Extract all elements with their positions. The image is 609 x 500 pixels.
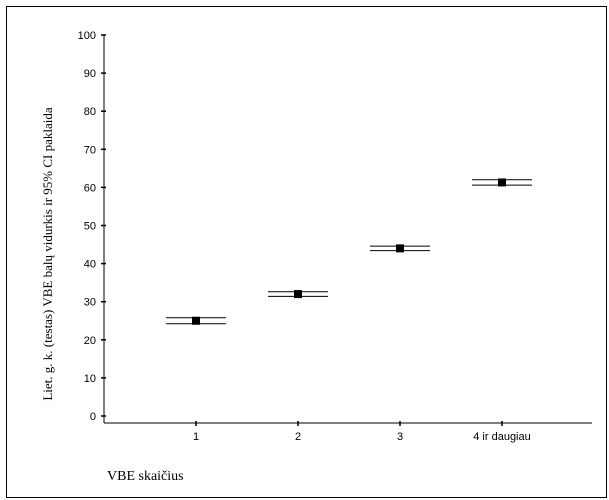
y-axis-label: Liet. g. k. (testas) VBE balų vidurkis i…	[40, 107, 55, 401]
data-point	[294, 290, 302, 299]
y-tick-label: 70	[84, 144, 96, 156]
x-tick-label: 1	[193, 431, 199, 443]
y-tick-label: 80	[84, 106, 96, 118]
data-point	[396, 244, 404, 253]
y-ticks: 0 10 20 30 40 50 60 70 80 90 100	[78, 30, 106, 423]
x-tick-label: 2	[295, 431, 301, 443]
data-point	[192, 316, 200, 325]
x-axis-label: VBE skaičius	[107, 469, 184, 484]
y-tick-label: 0	[90, 411, 96, 423]
data-point	[498, 178, 506, 187]
y-tick-label: 20	[84, 335, 96, 347]
y-tick-label: 10	[84, 373, 96, 385]
y-tick-label: 30	[84, 297, 96, 309]
axes	[103, 35, 592, 424]
data-point-group	[370, 244, 430, 253]
data-marks	[166, 178, 532, 325]
y-tick-label: 40	[84, 259, 96, 271]
data-point-group	[472, 178, 532, 187]
x-tick-label: 3	[397, 431, 403, 443]
x-tick-label: 4 ir daugiau	[473, 431, 531, 443]
data-point-group	[166, 316, 226, 325]
y-tick-label: 100	[78, 30, 96, 42]
y-tick-label: 60	[84, 182, 96, 194]
data-point-group	[268, 290, 328, 299]
x-ticks: 1 2 3 4 ir daugiau	[193, 421, 531, 443]
y-tick-label: 90	[84, 68, 96, 80]
y-tick-label: 50	[84, 221, 96, 233]
chart-frame	[6, 6, 607, 498]
